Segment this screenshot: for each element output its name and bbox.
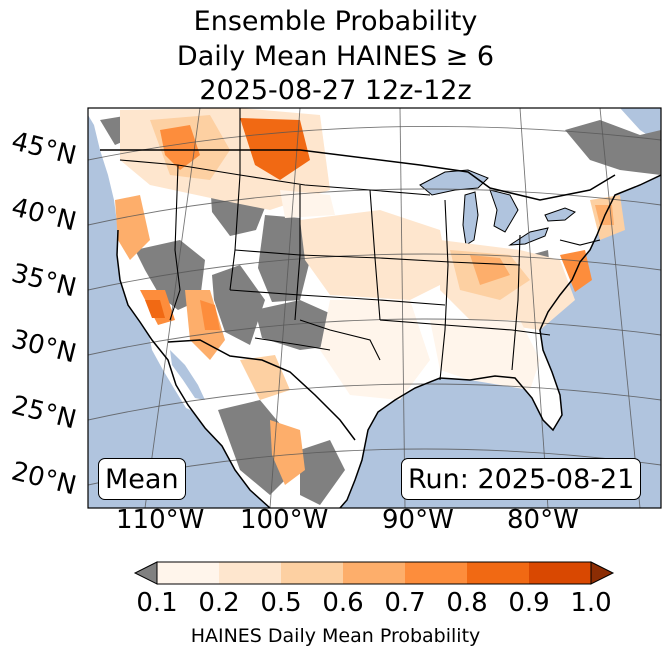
- colorbar-tick: 0.1: [136, 588, 178, 618]
- lake-ontario: [544, 207, 576, 222]
- colorbar-tick: 1.0: [570, 588, 612, 618]
- map-title-line-3: 2025-08-27 12z-12z: [199, 75, 472, 106]
- gulf-of-california: [170, 350, 205, 400]
- colorbar-tick: 0.8: [446, 588, 488, 618]
- coastline: [116, 174, 661, 508]
- us-canada-border: [100, 149, 616, 201]
- colorbar-segment: [405, 562, 467, 584]
- colorbar-tick: 0.9: [508, 588, 550, 618]
- colorbar-label: HAINES Daily Mean Probability: [190, 625, 481, 647]
- map-area: [88, 108, 661, 508]
- map-title-line-1: Ensemble Probability: [193, 6, 478, 37]
- run-date-box: Run: 2025-08-21: [401, 458, 642, 500]
- lake-michigan: [462, 191, 479, 246]
- colorbar-segment: [467, 562, 529, 584]
- lon-label-80w: 80°W: [507, 505, 579, 535]
- mean-label-box: Mean: [98, 458, 186, 500]
- colorbar-tick: 0.5: [260, 588, 302, 618]
- colorbar: [133, 561, 615, 585]
- colorbar-tick: 0.2: [198, 588, 240, 618]
- map-title-line-2: Daily Mean HAINES ≥ 6: [176, 41, 495, 72]
- colorbar-tick: 0.6: [322, 588, 364, 618]
- lon-label-110w: 110°W: [116, 505, 205, 535]
- colorbar-segment: [281, 562, 343, 584]
- colorbar-outline: [156, 561, 592, 585]
- colorbar-segment: [343, 562, 405, 584]
- lon-label-90w: 90°W: [382, 505, 454, 535]
- map-frame: [87, 107, 662, 509]
- colorbar-under-extension: [133, 561, 158, 585]
- graticule-lines: [88, 108, 661, 508]
- lake-huron: [489, 189, 519, 233]
- colorbar-tick: 0.7: [384, 588, 426, 618]
- us-mexico-border: [167, 339, 356, 441]
- colorbar-over-extension: [590, 561, 615, 585]
- state-boundaries: [119, 108, 601, 381]
- colorbar-segment: [219, 562, 281, 584]
- colorbar-segment: [529, 562, 591, 584]
- lon-label-100w: 100°W: [240, 505, 329, 535]
- colorbar-segment: [157, 562, 219, 584]
